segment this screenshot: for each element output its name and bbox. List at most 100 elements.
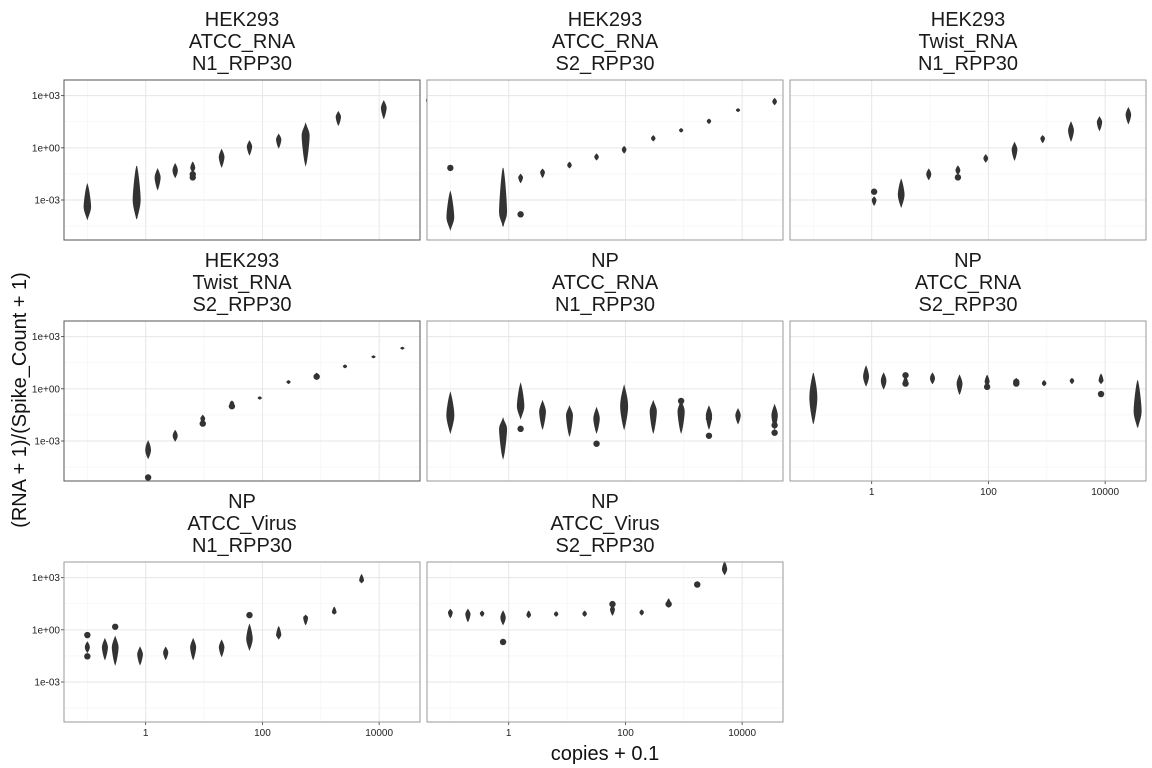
outlier-point (902, 380, 909, 387)
violin-mark (359, 573, 364, 584)
x-tick-label: 100 (617, 728, 634, 739)
violin-mark (735, 108, 741, 113)
panel-border (63, 561, 421, 723)
violin-mark (566, 404, 573, 437)
y-tick-label: 1e+00 (32, 384, 61, 395)
panel-title-line: NP (591, 491, 619, 513)
panel-border (789, 79, 1147, 241)
violin-mark (190, 637, 197, 661)
violin-mark (1098, 373, 1104, 385)
outlier-point (677, 397, 685, 405)
panel-border (426, 561, 784, 723)
y-tick-label: 1e+03 (32, 573, 61, 584)
violin-mark (1125, 106, 1132, 125)
panel-background (427, 321, 783, 481)
violin-mark (609, 604, 615, 616)
panel-title-line: S2_RPP30 (919, 294, 1018, 316)
panel-title-line: S2_RPP30 (556, 53, 655, 75)
violin-mark (593, 406, 600, 434)
outlier-point (189, 171, 196, 178)
panel-border (426, 79, 784, 241)
outlier-point (246, 611, 253, 619)
outlier-point (447, 164, 454, 172)
violin-mark (516, 382, 525, 420)
y-axis-title: (RNA + 1)/(Spike_Count + 1) (9, 272, 31, 528)
panel-background (64, 562, 420, 722)
violin-mark (1041, 380, 1047, 387)
violin-mark (276, 625, 282, 640)
violin-mark (335, 110, 342, 127)
violin-mark (721, 561, 728, 576)
y-tick-label: 1e+03 (32, 91, 61, 102)
violin-mark (218, 148, 225, 168)
violin-mark (1069, 377, 1075, 385)
panel-title-line: S2_RPP30 (193, 294, 292, 316)
outlier-point (771, 429, 778, 436)
y-tick-label: 1e+00 (32, 143, 61, 154)
panel-title-line: ATCC_Virus (550, 513, 659, 535)
violin-mark (772, 97, 777, 106)
panel-title-line: ATCC_RNA (915, 272, 1022, 294)
violin-mark (639, 609, 644, 616)
outlier-point (499, 638, 507, 646)
outlier-point (705, 415, 713, 422)
y-tick-label: 1e+03 (32, 332, 61, 343)
violin-mark (246, 140, 253, 156)
panel-background (64, 80, 420, 240)
violin-mark (447, 608, 453, 619)
violin-mark (897, 178, 905, 209)
outlier-point (84, 653, 91, 660)
outlier-point (870, 188, 878, 195)
y-tick-label: 1e-03 (34, 196, 60, 207)
violin-mark (677, 399, 685, 434)
violin-mark (132, 165, 141, 220)
violin-mark (735, 408, 741, 425)
violin-mark (446, 391, 455, 435)
violin-mark (500, 610, 506, 626)
violin-mark (706, 118, 712, 125)
violin-mark (649, 399, 657, 434)
panel-border (789, 320, 1147, 482)
violin-mark (926, 168, 932, 181)
violin-mark (582, 610, 587, 617)
violin-mark (621, 145, 627, 154)
violin-mark (539, 399, 546, 431)
panel-background (790, 321, 1146, 481)
x-tick-label: 10000 (1091, 487, 1119, 498)
panel-title-line: S2_RPP30 (556, 535, 655, 557)
panel-title-line: ATCC_RNA (189, 31, 296, 53)
violin-mark (111, 635, 119, 666)
violin-mark (400, 346, 405, 350)
outlier-point (983, 383, 991, 391)
panel-title-line: ATCC_RNA (552, 272, 659, 294)
violin-mark (163, 646, 169, 661)
outlier-point (705, 432, 713, 439)
outlier-point (144, 474, 152, 481)
violin-mark (342, 364, 348, 369)
panel-title-line: ATCC_RNA (552, 31, 659, 53)
y-tick-label: 1e-03 (34, 437, 60, 448)
violin-mark (101, 637, 108, 661)
violin-mark (380, 99, 387, 120)
violin-mark (871, 196, 877, 206)
violin-mark (1040, 135, 1046, 144)
violin-mark (567, 161, 572, 169)
x-tick-label: 100 (254, 728, 271, 739)
violin-mark (154, 168, 161, 191)
panel-title-line: HEK293 (205, 250, 280, 272)
violin-mark (518, 173, 524, 184)
violin-mark (371, 355, 376, 359)
violin-mark (137, 646, 143, 666)
violin-mark (83, 182, 92, 221)
panel-background (427, 562, 783, 722)
violin-mark (809, 373, 818, 424)
x-tick-label: 10000 (728, 728, 756, 739)
x-tick-label: 10000 (365, 728, 393, 739)
violin-mark (594, 153, 599, 161)
panel-title-line: ATCC_Virus (187, 513, 296, 535)
panel-title-line: NP (954, 250, 982, 272)
